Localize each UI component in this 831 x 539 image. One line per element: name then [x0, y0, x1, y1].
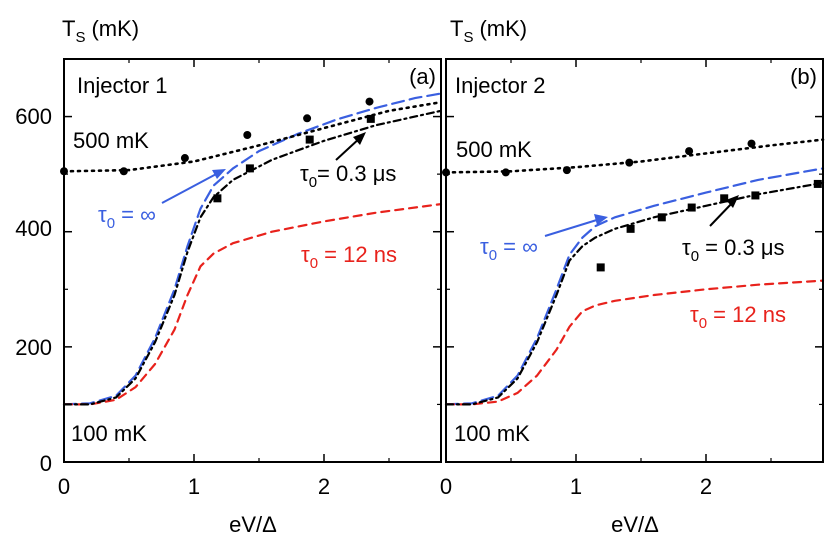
panel-a-title: Injector 1: [77, 73, 168, 98]
panel-a-ytick-label-0: 0: [40, 451, 52, 476]
panel-a-label: (a): [409, 64, 436, 89]
panel-a-annotation-tau-03: τ0= 0.3 μs: [300, 161, 396, 191]
panel-b-xtick-label-2: 2: [700, 474, 712, 499]
panel-b-data-point-circle: [685, 147, 694, 156]
panel-b-data-point-circle: [625, 158, 634, 167]
panel-b-data-point-square: [813, 179, 822, 188]
panel-a-ytick-label-600: 600: [15, 104, 52, 129]
panel-b-frame: [445, 58, 824, 463]
panel-a-xtick-label-1: 1: [188, 474, 200, 499]
panel-a-xlabel: eV/Δ: [229, 512, 277, 537]
panel-b-series-line-1: [444, 279, 825, 406]
panel-b-arrow-tau-inf: [544, 218, 601, 237]
panel-a-series-line-0: [62, 92, 443, 406]
panel-a: TS (mK) Injector 1 (a) eV/Δ 600 400 200 0…: [15, 16, 443, 537]
panel-b-data-point-square: [751, 191, 760, 200]
panel-a-data-point-square: [245, 164, 254, 173]
panel-a-arrow-tau-inf: [161, 171, 221, 204]
panel-a-annotation-tau-12: τ0 = 12 ns: [301, 242, 397, 272]
panel-a-ylabel: TS (mK): [62, 16, 139, 46]
panel-a-data-point-circle: [243, 130, 252, 139]
panel-b-data-point-circle: [562, 166, 571, 175]
panel-b-arrowhead-tau-03: [726, 195, 739, 208]
panel-b-data-point-square: [596, 263, 605, 272]
panel-a-ytick-label-200: 200: [15, 335, 52, 360]
panel-a-ytick-label-400: 400: [15, 216, 52, 241]
panel-a-data-point-circle: [119, 167, 128, 176]
panel-a-series-line-1: [62, 203, 443, 406]
panel-b-xtick-label-0: 0: [440, 474, 452, 499]
panel-a-data-point-square: [213, 194, 222, 203]
panel-a-xtick-label-0: 0: [58, 474, 70, 499]
panel-a-annotation-500mk: 500 mK: [73, 128, 149, 153]
panel-a-data-point-square: [366, 114, 375, 123]
panel-b-annotation-500mk: 500 mK: [456, 137, 532, 162]
panel-b-xtick-label-1: 1: [570, 474, 582, 499]
panel-a-data-point-square: [305, 135, 314, 144]
panel-b-data-point-square: [687, 203, 696, 212]
panel-a-series-line-3: [62, 100, 443, 173]
panel-b-arrow-tau-03: [709, 200, 735, 227]
panel-b-xlabel: eV/Δ: [611, 512, 659, 537]
panel-b-annotation-tau-inf: τ0 = ∞: [480, 234, 538, 264]
panel-a-data-point-circle: [180, 154, 189, 163]
panel-b-label: (b): [790, 64, 817, 89]
panel-b-arrowhead-tau-inf: [594, 214, 608, 225]
panel-b-series-line-3: [444, 138, 825, 174]
panel-b: TS (mK) Injector 2 (b) eV/Δ 0 1 2 500 mK …: [440, 16, 825, 537]
panel-b-annotation-tau-03: τ0 = 0.3 μs: [682, 235, 785, 265]
panel-a-arrowhead-tau-03: [353, 132, 366, 145]
panel-b-series-line-0: [444, 167, 825, 406]
panel-b-annotation-100mk: 100 mK: [454, 421, 530, 446]
panel-b-series-line-2: [444, 181, 825, 406]
panel-b-title: Injector 2: [455, 73, 546, 98]
panel-b-data-point-circle: [501, 168, 510, 177]
panel-b-ylabel: TS (mK): [450, 16, 527, 46]
panel-b-data-point-circle: [747, 139, 756, 148]
panel-a-annotation-tau-inf: τ0 = ∞: [98, 202, 156, 232]
panel-a-series-line-2: [62, 109, 443, 406]
panel-b-data-point-square: [657, 213, 666, 222]
panel-b-plot-layer: [442, 59, 825, 463]
panel-a-annotation-100mk: 100 mK: [71, 421, 147, 446]
panel-a-frame: [63, 58, 442, 463]
panel-a-arrowhead-tau-inf: [212, 169, 226, 179]
panel-b-data-point-square: [720, 194, 729, 203]
panel-b-data-point-square: [626, 224, 635, 233]
panel-a-data-point-circle: [303, 114, 312, 123]
panel-a-data-point-circle: [365, 97, 374, 106]
panel-a-xtick-label-2: 2: [318, 474, 330, 499]
panel-b-annotation-tau-12: τ0 = 12 ns: [690, 302, 786, 332]
